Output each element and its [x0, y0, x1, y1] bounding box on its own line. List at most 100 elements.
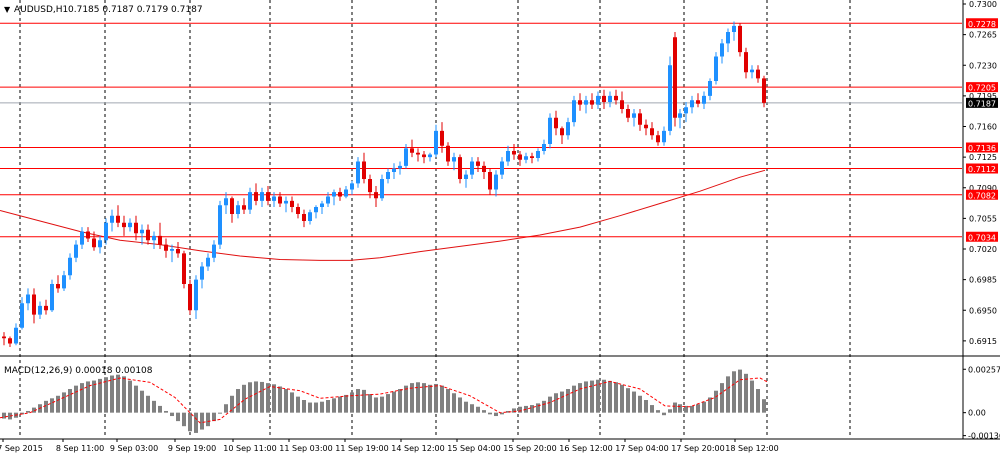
candle-body — [404, 148, 408, 166]
macd-bar — [554, 393, 558, 413]
candle-body — [656, 135, 660, 143]
price-tick-label: 0.6915 — [969, 337, 997, 346]
macd-bar — [536, 403, 540, 413]
macd-bar — [260, 381, 264, 413]
macd-bar — [416, 382, 420, 413]
macd-bar — [542, 400, 546, 413]
candle-body — [74, 244, 78, 258]
macd-bar — [428, 384, 432, 413]
candle — [182, 250, 186, 289]
candle — [678, 109, 682, 129]
candle-body — [632, 113, 636, 118]
signal-polyline — [0, 377, 769, 424]
candle — [224, 192, 228, 214]
horizontal-levels[interactable] — [0, 22, 962, 238]
price-tick-label: 0.7265 — [969, 31, 997, 40]
candle-body — [762, 78, 766, 103]
candle-body — [620, 100, 624, 109]
time-label: 15 Sep 20:00 — [503, 444, 556, 453]
symbol-label: AUDUSD,H1 — [14, 5, 68, 15]
candle-body — [278, 196, 282, 204]
candle — [656, 130, 660, 146]
macd-bar — [506, 410, 510, 413]
dropdown-triangle-icon[interactable]: ▼ — [4, 5, 11, 14]
price-tick-label: 0.6985 — [969, 276, 997, 285]
price-tick-label: 0.7195 — [969, 92, 997, 101]
macd-bar — [194, 412, 198, 433]
level-price-tag-text: 0.7034 — [968, 233, 996, 242]
macd-bar — [380, 396, 384, 413]
level-price-tag-text: 0.7112 — [968, 165, 996, 174]
candle — [440, 122, 444, 153]
candle — [212, 240, 216, 263]
macd-bar — [212, 412, 216, 422]
macd-bar — [344, 394, 348, 413]
macd-bar — [74, 385, 78, 413]
candle — [200, 262, 204, 289]
macd-bar — [278, 386, 282, 413]
candle — [344, 186, 348, 199]
macd-bar — [224, 404, 228, 413]
candle-body — [530, 156, 534, 158]
macd-bar — [350, 392, 354, 413]
candle — [302, 209, 306, 228]
candle-body — [248, 192, 252, 210]
macd-indicator-label: MACD(12,26,9) 0.00018 0.00108 — [4, 366, 153, 376]
candle-body — [242, 205, 246, 210]
candle — [38, 301, 42, 319]
macd-bar — [254, 381, 258, 413]
macd-bar — [206, 412, 210, 427]
macd-bar — [338, 396, 342, 413]
candle — [458, 154, 462, 184]
candle-body — [68, 257, 72, 276]
macd-bar — [464, 401, 468, 413]
candle — [242, 198, 246, 214]
candle-body — [86, 231, 90, 239]
candle — [8, 336, 12, 347]
time-label: 7 Sep 2015 — [0, 444, 43, 453]
candle-body — [578, 100, 582, 105]
macd-bar — [614, 382, 618, 413]
candle-body — [332, 192, 336, 197]
macd-bar — [750, 380, 754, 413]
price-tick-label: 0.7160 — [969, 123, 997, 132]
candle — [702, 91, 706, 109]
candle — [714, 52, 718, 85]
candle-body — [708, 81, 712, 96]
candle-body — [542, 144, 546, 151]
candle-body — [296, 207, 300, 214]
candle — [296, 203, 300, 219]
macd-bar — [248, 382, 252, 413]
candle — [374, 186, 378, 207]
candle — [128, 218, 132, 232]
candle — [416, 148, 420, 162]
candle — [362, 152, 366, 184]
candle — [506, 145, 510, 166]
candle — [248, 187, 252, 214]
candle — [152, 231, 156, 249]
candle-body — [476, 161, 480, 166]
candle — [386, 168, 390, 184]
candle — [476, 157, 480, 172]
candle — [188, 279, 192, 315]
candle-body — [726, 32, 730, 44]
candle — [578, 93, 582, 111]
candle-body — [386, 172, 390, 179]
macd-bar — [488, 412, 492, 415]
candle-body — [662, 130, 666, 143]
candle — [726, 28, 730, 53]
level-price-tag — [966, 18, 998, 29]
price-axis[interactable]: 0.7300 0.7265 0.7230 0.7195 0.7160 0.7125 0.70… — [963, 0, 997, 346]
candle-body — [684, 107, 688, 114]
candle — [732, 21, 736, 41]
candle-body — [368, 179, 372, 193]
macd-bar — [678, 404, 682, 413]
candle-body — [494, 174, 498, 190]
candle-body — [608, 95, 612, 102]
candle-body — [380, 179, 384, 199]
macd-bar — [662, 412, 666, 416]
candle-body — [8, 338, 12, 344]
macd-bar — [98, 378, 102, 413]
